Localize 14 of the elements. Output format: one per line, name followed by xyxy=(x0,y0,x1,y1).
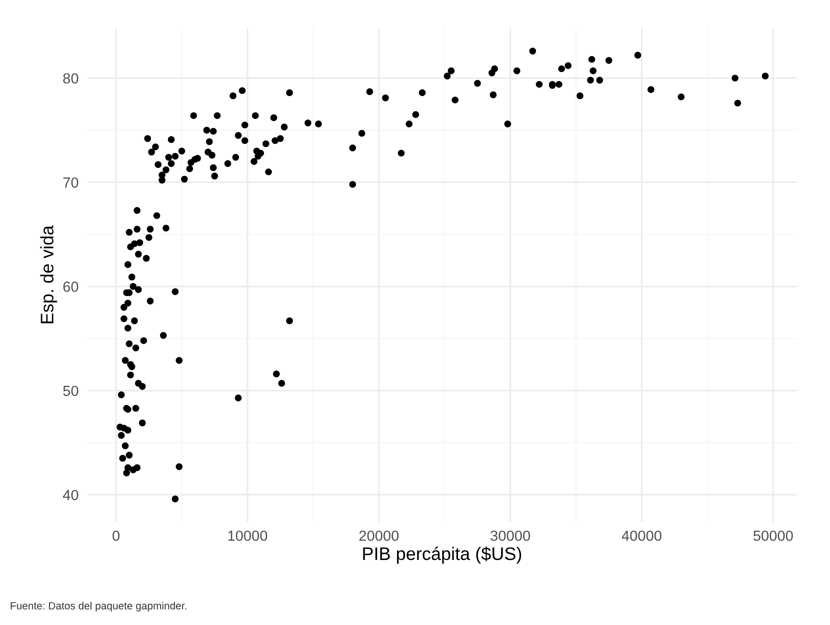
y-axis-title: Esp. de vida xyxy=(40,225,58,324)
x-axis-title: PIB percápita ($US) xyxy=(363,546,522,564)
y-tick-label: 50 xyxy=(63,386,78,396)
y-tick-label: 80 xyxy=(63,73,78,84)
y-tick-label: 70 xyxy=(63,177,78,188)
x-tick-label: 40000 xyxy=(622,530,662,541)
x-tick-label: 30000 xyxy=(490,530,530,541)
y-tick-label: 40 xyxy=(62,490,78,500)
source-note: Fuente: Datos del paquete gapminder. xyxy=(10,602,186,612)
y-tick-label: 60 xyxy=(63,282,78,292)
x-tick-label: 50000 xyxy=(753,530,793,541)
x-tick-label: 20000 xyxy=(359,530,399,541)
x-tick-label: 10000 xyxy=(228,530,268,541)
x-tick-label: 0 xyxy=(112,530,120,541)
